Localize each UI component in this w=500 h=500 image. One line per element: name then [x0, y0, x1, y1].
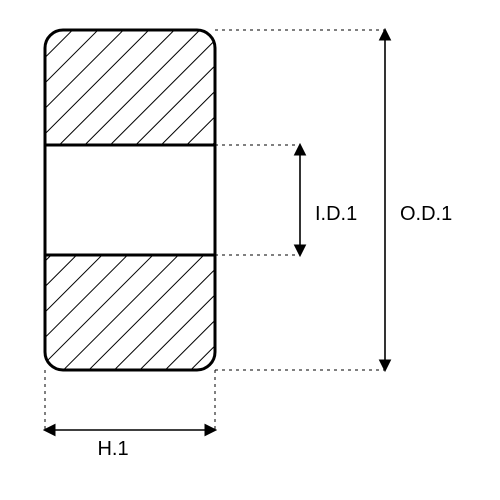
- dimension-id-label: I.D.1: [315, 203, 357, 225]
- bushing-body: [45, 30, 215, 370]
- dimension-id: I.D.1: [215, 145, 357, 255]
- dimension-od: O.D.1: [215, 30, 452, 370]
- dimension-od-label: O.D.1: [400, 203, 452, 225]
- dimension-h-label: H.1: [97, 438, 128, 460]
- dimension-h: H.1: [45, 370, 215, 460]
- bushing-cross-section-diagram: O.D.1 I.D.1 H.1: [0, 0, 500, 500]
